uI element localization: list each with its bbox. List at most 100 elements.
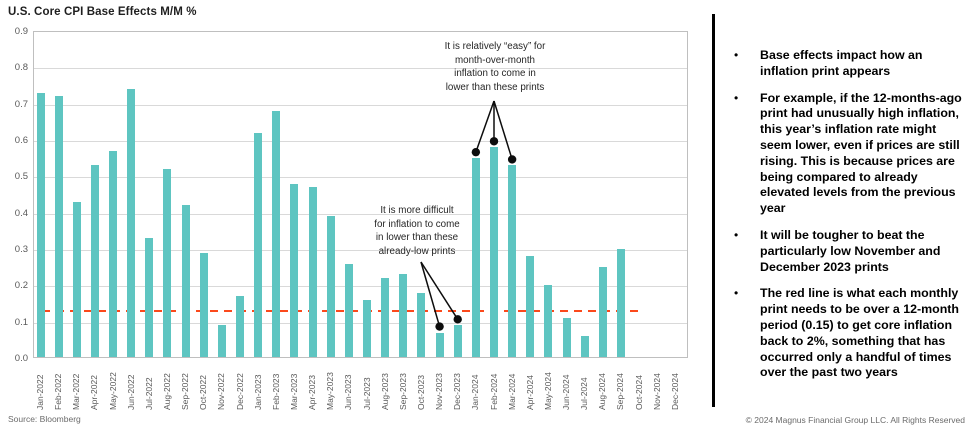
bullet-marker-icon: • — [734, 90, 739, 105]
y-axis-tick-label: 0.2 — [14, 280, 28, 292]
copyright-label: © 2024 Magnus Financial Group LLC. All R… — [745, 415, 965, 425]
bar-Dec-2023 — [453, 325, 462, 357]
x-axis-tick-label: Jul-2023 — [361, 377, 372, 410]
source-label: Source: Bloomberg — [8, 414, 81, 424]
x-axis-tick-label: Sep-2022 — [180, 373, 191, 410]
bar-Apr-2024 — [526, 256, 535, 357]
gridline — [34, 68, 687, 70]
y-axis-tick-label: 0.6 — [14, 135, 28, 146]
bar-Feb-2023 — [272, 110, 281, 357]
y-axis-tick-label: 0.3 — [14, 244, 28, 255]
x-axis-tick-label: Feb-2023 — [270, 373, 281, 410]
bar-Aug-2023 — [381, 278, 390, 357]
bar-Sep-2022 — [181, 205, 190, 357]
x-axis-tick-label: Jul-2022 — [143, 377, 154, 410]
bar-Sep-2024 — [616, 249, 625, 357]
bar-Mar-2024 — [508, 165, 517, 357]
y-axis-tick-label: 0.0 — [14, 353, 28, 364]
bar-Jan-2023 — [254, 132, 263, 357]
bar-Aug-2022 — [163, 169, 172, 357]
bullet-marker-icon: • — [734, 227, 739, 242]
x-axis-tick-label: Jan-2024 — [470, 374, 481, 410]
x-axis-tick-label: Sep-2023 — [397, 373, 408, 410]
vertical-divider-line — [712, 14, 715, 407]
y-axis-tick-label: 0.4 — [14, 207, 28, 219]
bar-Aug-2024 — [598, 267, 607, 357]
x-axis-tick-label: Oct-2023 — [415, 375, 426, 410]
annotation-easy-text: It is relatively “easy” for month-over-m… — [444, 41, 546, 93]
gridline — [34, 141, 687, 142]
x-axis-tick-label: Dec-2023 — [452, 373, 463, 410]
red-dashed-target-line — [42, 309, 644, 312]
x-axis-tick-label: Jan-2023 — [252, 374, 263, 410]
bullet-item: • For example, if the 12-months-ago print… — [727, 91, 967, 217]
x-axis-tick-label: May-2023 — [325, 372, 336, 410]
x-axis-tick-label: Jun-2024 — [561, 374, 572, 410]
bullet-text: For example, if the 12-months-ago print … — [760, 90, 962, 216]
bar-Apr-2023 — [308, 187, 317, 357]
bar-Nov-2023 — [435, 332, 444, 357]
x-axis-tick-label: Feb-2024 — [488, 373, 499, 410]
bar-Jul-2022 — [145, 238, 154, 357]
gridline — [34, 286, 687, 288]
bullet-item: • Base effects impact how an inflation pr… — [727, 48, 967, 80]
bar-Feb-2022 — [54, 96, 63, 357]
x-axis-tick-label: Aug-2024 — [597, 373, 608, 410]
bar-Jun-2024 — [562, 318, 571, 357]
commentary-panel: • Base effects impact how an inflation pr… — [727, 48, 967, 392]
plot-area — [33, 31, 688, 358]
gridline — [34, 322, 687, 324]
x-axis-tick-label: Oct-2024 — [633, 375, 644, 410]
x-axis-tick-label: Jun-2023 — [343, 374, 354, 410]
bullet-text: Base effects impact how an inflation pri… — [760, 48, 923, 78]
x-axis-tick-label: Nov-2024 — [651, 373, 662, 410]
x-axis-tick-label: Jul-2024 — [579, 377, 590, 410]
x-axis-tick-label: Nov-2022 — [216, 373, 227, 410]
bar-May-2023 — [326, 216, 335, 357]
bar-Apr-2022 — [90, 165, 99, 357]
x-axis-tick-label: Apr-2024 — [524, 375, 535, 410]
bar-Jul-2023 — [363, 299, 372, 357]
bar-Oct-2023 — [417, 292, 426, 357]
bar-Oct-2022 — [199, 252, 208, 357]
bullet-text: The red line is what each monthly print … — [760, 286, 959, 380]
bar-Mar-2022 — [72, 201, 81, 357]
gridline — [34, 250, 687, 251]
x-axis-tick-label: Aug-2023 — [379, 373, 390, 410]
x-axis-tick-label: Oct-2022 — [198, 375, 209, 410]
bullet-marker-icon: • — [734, 48, 739, 62]
x-axis-tick-label: Dec-2022 — [234, 373, 245, 410]
x-axis-tick-label: Jan-2022 — [35, 374, 45, 410]
bar-Jan-2024 — [471, 158, 480, 357]
gridline — [34, 104, 687, 106]
bullet-marker-icon: • — [734, 286, 739, 301]
y-axis-tick-label: 0.1 — [14, 316, 28, 328]
bar-May-2022 — [109, 150, 118, 357]
x-axis-tick-label: Nov-2023 — [434, 373, 445, 410]
x-axis-tick-label: Mar-2024 — [506, 373, 517, 410]
x-axis-tick-label: Dec-2024 — [669, 373, 680, 410]
bar-Jan-2022 — [36, 92, 45, 357]
x-axis-tick-label: Feb-2022 — [53, 373, 64, 410]
x-axis-tick-label: Apr-2023 — [307, 375, 318, 410]
bar-Mar-2023 — [290, 183, 299, 357]
x-axis-tick-label: May-2024 — [542, 372, 553, 410]
x-axis-tick-label: May-2022 — [107, 372, 118, 410]
annotation-difficult-text: It is more difficult for inflation to co… — [374, 205, 460, 257]
bullet-item: • The red line is what each monthly print… — [727, 286, 967, 381]
y-axis-tick-label: 0.8 — [14, 62, 28, 74]
x-axis-tick-label: Mar-2022 — [71, 373, 82, 410]
bar-Jul-2024 — [580, 336, 589, 357]
x-axis-tick-label: Apr-2022 — [89, 375, 100, 410]
gridline — [34, 177, 687, 179]
bar-Feb-2024 — [490, 147, 498, 357]
bullet-item: • It will be tougher to beat the particul… — [727, 228, 967, 275]
y-axis-tick-label: 0.7 — [14, 98, 28, 110]
x-axis-tick-label: Aug-2022 — [161, 373, 172, 410]
bar-Nov-2022 — [217, 325, 226, 357]
bullet-text: It will be tougher to beat the particula… — [760, 227, 941, 274]
chart-title: U.S. Core CPI Base Effects M/M % — [8, 6, 197, 18]
bar-Sep-2023 — [399, 274, 408, 357]
x-axis-tick-label: Sep-2024 — [615, 373, 626, 410]
